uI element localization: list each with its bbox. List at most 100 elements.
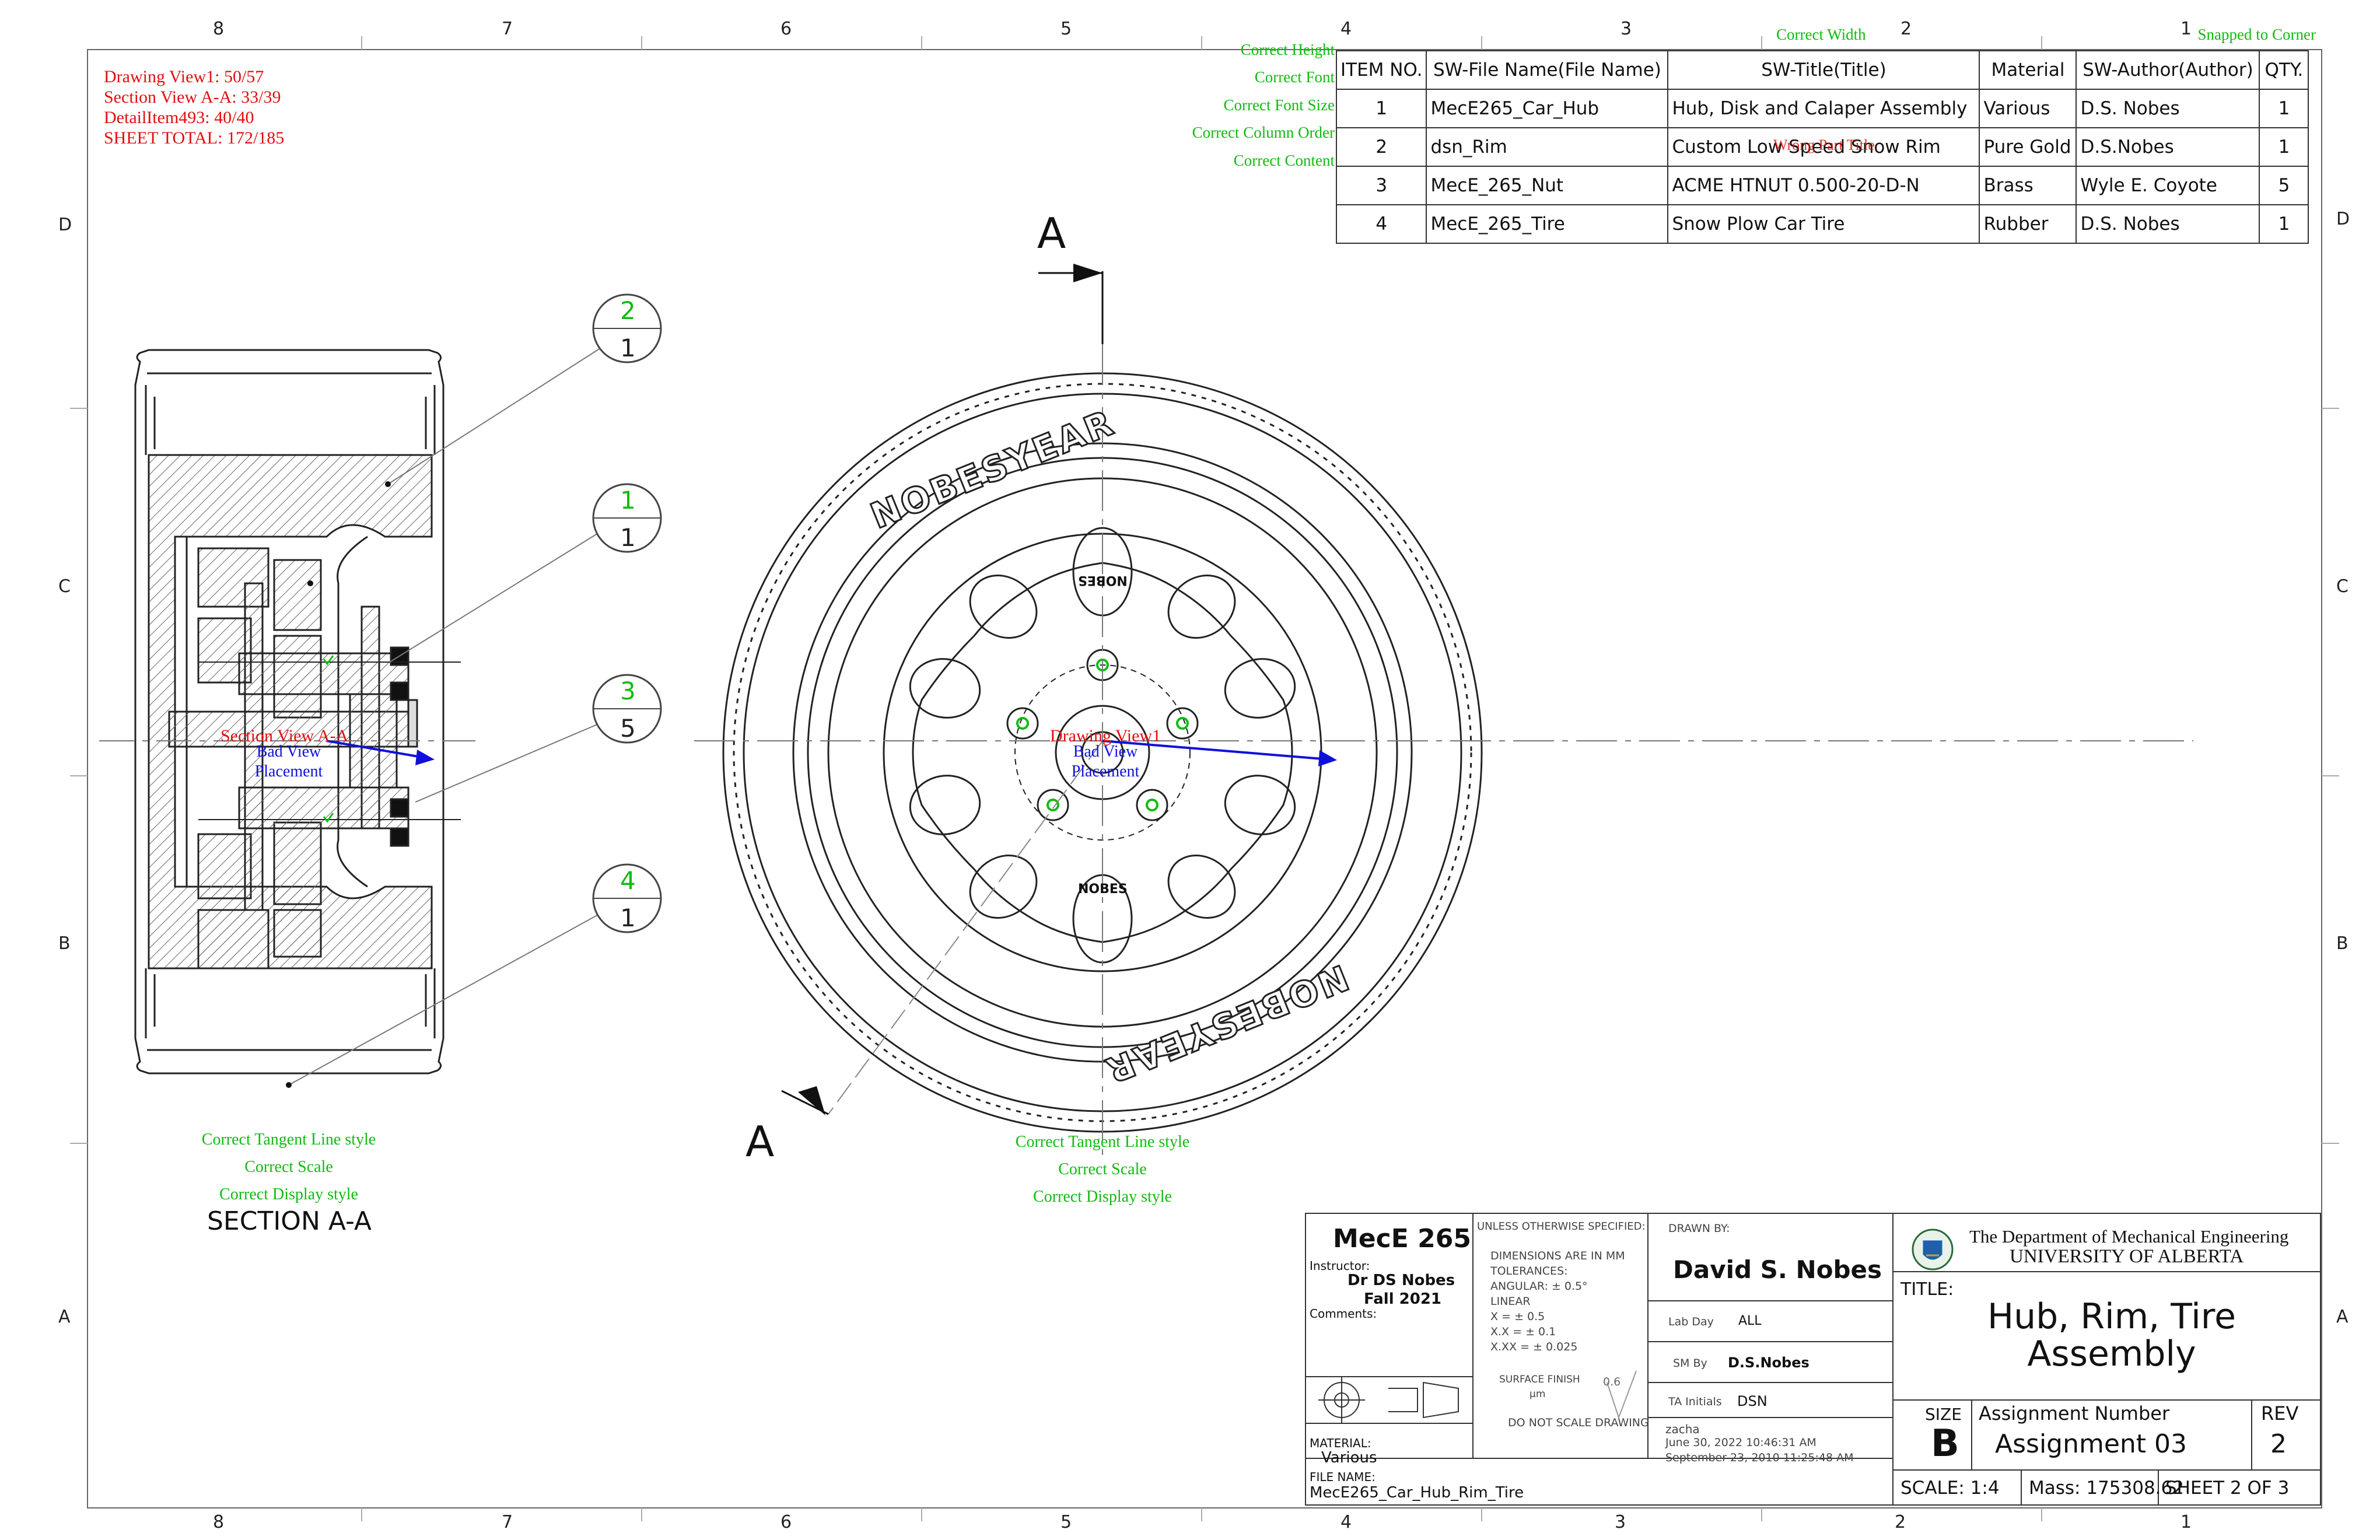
lab-day-label: Lab Day: [1668, 1315, 1714, 1328]
date-modified: September 23, 2010 11:25:48 AM: [1665, 1451, 1854, 1464]
sheet-number: SHEET 2 OF 3: [2165, 1478, 2290, 1499]
bom-cell: D.S.Nobes: [2076, 127, 2260, 167]
sm-by-label: SM By: [1673, 1357, 1707, 1370]
zone-right-a: A: [2336, 1307, 2348, 1327]
file-name-label: FILE NAME:: [1310, 1470, 1376, 1484]
drawing-title: Hub, Rim, Tire Assembly: [1902, 1298, 2322, 1373]
bom-row[interactable]: 3 MecE_265_Nut ACME HTNUT 0.500-20-D-N B…: [1335, 166, 2309, 205]
bom-row[interactable]: 2 dsn_Rim Custom Low Speed Snow Rim Pure…: [1335, 127, 2309, 167]
section-checks: [323, 655, 334, 823]
university-crest-icon: [1912, 1228, 1954, 1270]
section-check-tangent: Correct Tangent Line style: [201, 1130, 376, 1149]
bom-cell: 1: [1335, 89, 1427, 128]
front-bad-placement: Bad View Placement: [1071, 743, 1140, 780]
zone-bottom-8: 8: [213, 1512, 225, 1532]
dim-note: DIMENSIONS ARE IN MM: [1490, 1250, 1625, 1262]
department-name: The Department of Mechanical Engineering: [1969, 1226, 2289, 1247]
rim-holes: [909, 527, 1296, 964]
assignment-label: Assignment Number: [1979, 1402, 2170, 1424]
instructor-name: Dr DS Nobes: [1348, 1272, 1455, 1289]
front-check-scale: Correct Scale: [1058, 1160, 1147, 1178]
section-label-top: A: [1037, 209, 1066, 258]
ta-initials-value: DSN: [1737, 1393, 1768, 1409]
term: Fall 2021: [1364, 1290, 1442, 1308]
zone-bottom-2: 2: [1895, 1512, 1906, 1532]
section-view-label[interactable]: Section View A-A: [220, 726, 349, 746]
front-check-tangent: Correct Tangent Line style: [1015, 1133, 1190, 1151]
bom-check-font-size: Correct Font Size: [1223, 96, 1335, 114]
zone-ticks: [70, 36, 2339, 1521]
zone-bottom-3: 3: [1615, 1512, 1626, 1532]
zone-top-7: 7: [502, 19, 513, 39]
front-check-display: Correct Display style: [1033, 1188, 1172, 1206]
do-not-scale: DO NOT SCALE DRAWING: [1508, 1416, 1649, 1429]
bom-cell: 3: [1335, 166, 1427, 205]
bom-cell: 2: [1335, 127, 1427, 167]
zone-right-b: B: [2336, 933, 2348, 954]
cutting-arrow-bottom: [798, 1086, 825, 1115]
drawing-title-line-1: Hub, Rim, Tire: [1987, 1296, 2236, 1337]
section-check-scale: Correct Scale: [244, 1158, 333, 1176]
balloon-circles: [592, 293, 662, 933]
bom-cell: Various: [1979, 89, 2077, 128]
balloon-2-item[interactable]: 2: [620, 296, 636, 325]
balloon-4-item[interactable]: 4: [620, 866, 636, 895]
bom-table: ITEM NO. SW-File Name(File Name) SW-Titl…: [1335, 50, 2309, 244]
bom-cell: Brass: [1979, 166, 2077, 205]
bom-cell: MecE_265_Nut: [1426, 166, 1669, 205]
comments-label: Comments:: [1310, 1307, 1377, 1321]
lab-day-value: ALL: [1738, 1314, 1762, 1328]
zone-top-4: 4: [1340, 19, 1352, 39]
balloon-2-qty: 1: [620, 334, 636, 362]
bom-col-material: Material: [1979, 50, 2077, 90]
dim-note: ANGULAR: ± 0.5°: [1490, 1280, 1588, 1293]
surface-finish-unit: μm: [1530, 1388, 1546, 1400]
bom-cell: MecE_265_Tire: [1426, 204, 1669, 244]
bom-row[interactable]: 1 MecE265_Car_Hub Hub, Disk and Calaper …: [1335, 89, 2309, 128]
bom-cell: D.S. Nobes: [2076, 89, 2260, 128]
zone-top-6: 6: [780, 19, 792, 39]
dim-note: TOLERANCES:: [1490, 1265, 1568, 1278]
bom-header-row: ITEM NO. SW-File Name(File Name) SW-Titl…: [1335, 50, 2309, 90]
university-name: UNIVERSITY OF ALBERTA: [2010, 1246, 2244, 1267]
ta-initials-label: TA Initials: [1668, 1395, 1722, 1408]
bom-col-author: SW-Author(Author): [2076, 50, 2260, 90]
drawing-view-label[interactable]: Drawing View1: [1050, 726, 1161, 746]
balloon-4-qty: 1: [620, 904, 636, 932]
zone-bottom-4: 4: [1340, 1512, 1352, 1532]
balloon-dividers: [593, 328, 661, 899]
sm-by-value: D.S.Nobes: [1728, 1354, 1810, 1371]
zone-top-1: 1: [2180, 19, 2192, 39]
sheet-total-status: SHEET TOTAL: 172/185: [104, 128, 285, 148]
bom-cell: Wyle E. Coyote: [2076, 166, 2260, 205]
bom-row[interactable]: 4 MecE_265_Tire Snow Plow Car Tire Rubbe…: [1335, 204, 2309, 244]
instructor-label: Instructor:: [1310, 1259, 1370, 1273]
bom-check-width: Correct Width: [1776, 26, 1866, 43]
bom-cell: MecE265_Car_Hub: [1426, 89, 1669, 128]
balloon-1-qty: 1: [620, 523, 636, 552]
bom-cell: 1: [2259, 89, 2309, 128]
bom-cell: Rubber: [1979, 204, 2077, 244]
section-caption: SECTION A-A: [207, 1206, 372, 1236]
balloon-3-qty: 5: [620, 714, 636, 743]
section-bad-placement: Bad View Placement: [254, 743, 323, 780]
balloon-1-item[interactable]: 1: [620, 486, 636, 514]
bom-cell: dsn_Rim: [1426, 127, 1669, 167]
balloon-3-item[interactable]: 3: [620, 677, 636, 705]
bom-title-overlay: Wrong Part Title: [1773, 136, 1875, 153]
zone-bottom-7: 7: [502, 1512, 513, 1532]
drawing-view-status: Drawing View1: 50/57: [104, 67, 264, 86]
drawn-by-name: David S. Nobes: [1673, 1255, 1882, 1284]
drawn-by-label: DRAWN BY:: [1668, 1222, 1730, 1235]
bom-check-content: Correct Content: [1233, 152, 1335, 169]
title-label: TITLE:: [1901, 1279, 1954, 1300]
zone-right-c: C: [2336, 576, 2348, 597]
surface-finish-label: SURFACE FINISH: [1499, 1374, 1580, 1385]
bom-cell: Custom Low Speed Snow Rim: [1667, 127, 1980, 167]
detail-item-status: DetailItem493: 40/40: [104, 108, 254, 127]
section-view: [134, 349, 461, 1074]
bom-cell: Snow Plow Car Tire: [1667, 204, 1980, 244]
zone-right-d: D: [2336, 209, 2350, 229]
